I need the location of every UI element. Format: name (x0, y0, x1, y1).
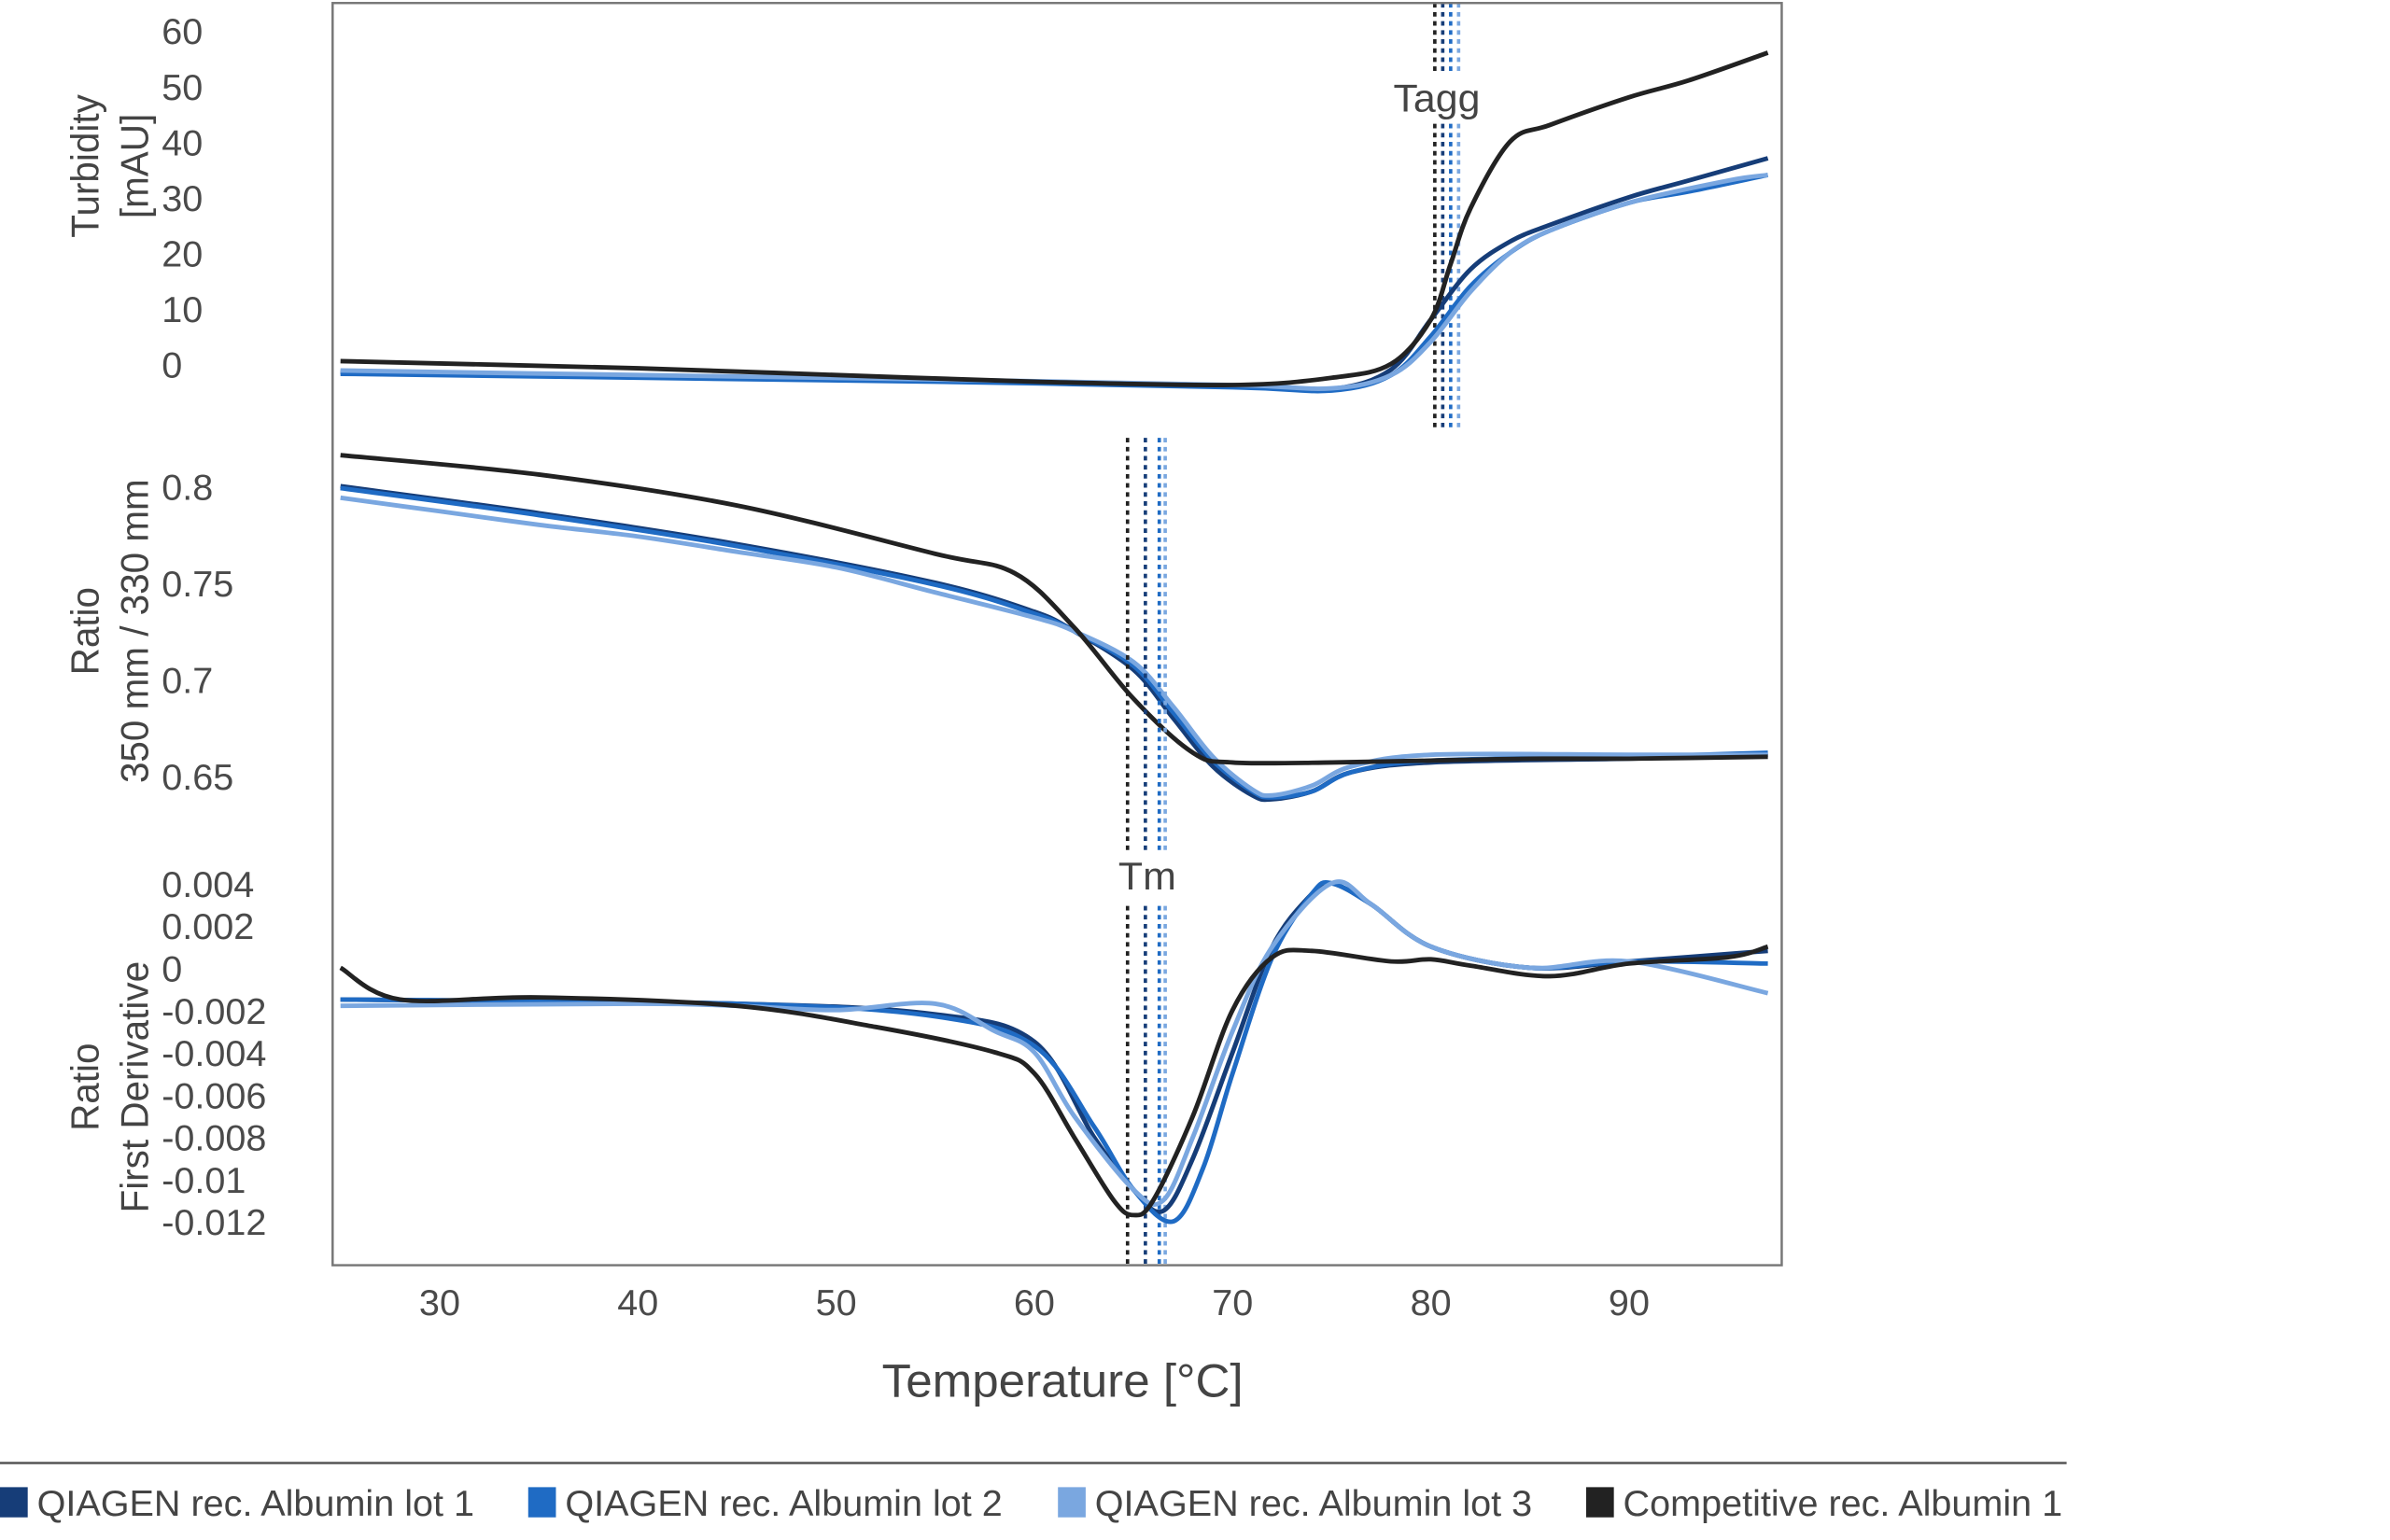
series-line-ratio-4 (340, 453, 1768, 766)
y-tick-label: -0.002 (162, 992, 266, 1032)
x-tick-label: 30 (419, 1283, 460, 1323)
x-axis: 30 40 50 60 70 80 90 (419, 1283, 1650, 1323)
y-tick-label: -0.01 (162, 1161, 246, 1201)
legend-swatch (527, 1487, 556, 1518)
y-tick-label: 20 (162, 235, 203, 275)
y-tick-label: 30 (162, 179, 203, 219)
y-tick-label: 50 (162, 68, 203, 108)
x-tick-label: 80 (1411, 1283, 1452, 1323)
series-line-turbidity-4 (340, 50, 1769, 388)
y-tick-label: 0.65 (162, 758, 233, 798)
y-axis-label: Ratio (63, 587, 106, 675)
series-line-turbidity-1 (340, 156, 1769, 393)
series-line-turbidity-2 (340, 173, 1769, 394)
series-line-derivative-1 (340, 880, 1768, 1214)
legend-swatch (0, 1487, 28, 1518)
panel-derivative: Tm0.0040.0020-0.002-0.004-0.006-0.008-0.… (63, 438, 1769, 1266)
y-tick-label: 0.8 (162, 469, 213, 509)
y-tick-label: 0.7 (162, 662, 213, 702)
y-tick-label: 40 (162, 124, 203, 164)
legend: QIAGEN rec. Albumin lot 1 QIAGEN rec. Alb… (0, 1484, 2062, 1524)
y-tick-label: -0.008 (162, 1119, 266, 1159)
y-tick-label: 0 (162, 950, 182, 990)
tagg-label: Tagg (1393, 77, 1480, 120)
y-tick-label: 0 (162, 346, 182, 386)
legend-label: QIAGEN rec. Albumin lot 3 (1095, 1484, 1532, 1524)
series-line-ratio-3 (340, 495, 1768, 798)
legend-label: Competitive rec. Albumin 1 (1624, 1484, 2063, 1524)
legend-swatch (1585, 1487, 1614, 1518)
y-tick-label: 0.002 (162, 908, 254, 948)
series-line-ratio-2 (340, 485, 1768, 800)
y-tick-label: 60 (162, 13, 203, 53)
legend-swatch (1058, 1487, 1086, 1518)
plot-frame (331, 2, 1783, 1267)
y-tick-label: -0.004 (162, 1034, 266, 1074)
y-tick-label: -0.012 (162, 1204, 266, 1244)
legend-item: QIAGEN rec. Albumin lot 2 (527, 1484, 1003, 1524)
series-line-derivative-3 (340, 879, 1769, 1207)
y-tick-label: 0.004 (162, 865, 254, 905)
legend-item: QIAGEN rec. Albumin lot 1 (0, 1484, 474, 1524)
legend-label: QIAGEN rec. Albumin lot 1 (37, 1484, 474, 1524)
panel-ratio: 0.8 0.75 0.7 0.65 Ratio 350 mm / 330 mm (63, 453, 1768, 803)
panel-turbidity: Tagg 60 50 40 30 20 10 0 Turbidity [mAU] (63, 3, 1769, 429)
series-line-derivative-4 (339, 944, 1769, 1218)
tm-label: Tm (1118, 854, 1176, 898)
x-tick-label: 90 (1609, 1283, 1650, 1323)
series-line-derivative-2 (340, 879, 1768, 1225)
legend-item: Competitive rec. Albumin 1 (1585, 1484, 2063, 1524)
y-axis-label: Ratio (63, 1043, 106, 1131)
y-axis-label: First Derivative (113, 961, 156, 1213)
y-tick-label: 10 (162, 290, 203, 330)
x-tick-label: 60 (1014, 1283, 1055, 1323)
x-tick-label: 70 (1212, 1283, 1253, 1323)
y-tick-label: -0.006 (162, 1077, 266, 1117)
x-tick-label: 40 (617, 1283, 658, 1323)
y-axis-label: Turbidity (63, 94, 106, 238)
y-axis-label: 350 mm / 330 mm (113, 479, 156, 783)
series-line-turbidity-3 (340, 173, 1768, 391)
x-axis-title: Temperature [°C] (882, 1354, 1244, 1407)
legend-item: QIAGEN rec. Albumin lot 3 (1058, 1484, 1532, 1524)
y-tick-label: 0.75 (162, 565, 233, 605)
y-axis-label: [mAU] (113, 114, 156, 218)
legend-label: QIAGEN rec. Albumin lot 2 (565, 1484, 1002, 1524)
x-tick-label: 50 (816, 1283, 857, 1323)
